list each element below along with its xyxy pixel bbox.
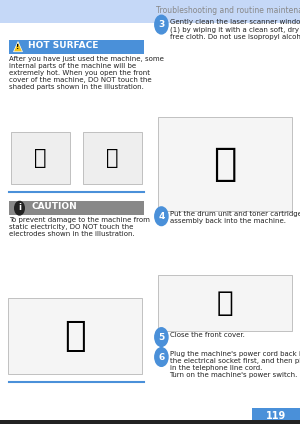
Circle shape (155, 15, 168, 34)
FancyBboxPatch shape (83, 132, 142, 184)
Text: Gently clean the laser scanner window
(1) by wiping it with a clean soft, dry li: Gently clean the laser scanner window (1… (169, 19, 300, 39)
Text: 3: 3 (158, 20, 164, 29)
Text: 🖨: 🖨 (34, 148, 47, 168)
Text: After you have just used the machine, some
internal parts of the machine will be: After you have just used the machine, so… (9, 56, 164, 90)
FancyBboxPatch shape (158, 275, 292, 331)
Circle shape (15, 201, 24, 215)
Text: Put the drum unit and toner cartridge
assembly back into the machine.: Put the drum unit and toner cartridge as… (169, 211, 300, 224)
Text: 119: 119 (266, 411, 286, 421)
Text: 5: 5 (158, 332, 164, 342)
Text: !: ! (16, 45, 20, 50)
Text: 6: 6 (158, 352, 164, 362)
FancyBboxPatch shape (0, 420, 300, 424)
FancyBboxPatch shape (9, 40, 144, 54)
Text: 🖨: 🖨 (106, 148, 119, 168)
Text: i: i (18, 203, 21, 212)
FancyBboxPatch shape (8, 298, 142, 374)
Circle shape (155, 328, 168, 346)
Text: Troubleshooting and routine maintenance: Troubleshooting and routine maintenance (156, 6, 300, 15)
Circle shape (155, 348, 168, 366)
Text: 4: 4 (158, 212, 165, 221)
Text: HOT SURFACE: HOT SURFACE (28, 41, 99, 50)
Text: 🖨: 🖨 (213, 145, 237, 183)
Text: To prevent damage to the machine from
static electricity, DO NOT touch the
elect: To prevent damage to the machine from st… (9, 217, 150, 237)
Polygon shape (14, 42, 22, 52)
FancyBboxPatch shape (0, 0, 300, 23)
FancyBboxPatch shape (11, 132, 70, 184)
Text: Plug the machine's power cord back into
the electrical socket first, and then pl: Plug the machine's power cord back into … (169, 351, 300, 379)
FancyBboxPatch shape (158, 117, 292, 211)
Text: CAUTION: CAUTION (32, 202, 77, 211)
Text: 🖨: 🖨 (217, 289, 233, 317)
Text: 🖨: 🖨 (64, 319, 86, 353)
Circle shape (155, 207, 168, 226)
FancyBboxPatch shape (252, 408, 300, 424)
FancyBboxPatch shape (9, 201, 144, 215)
Text: Close the front cover.: Close the front cover. (169, 332, 244, 338)
